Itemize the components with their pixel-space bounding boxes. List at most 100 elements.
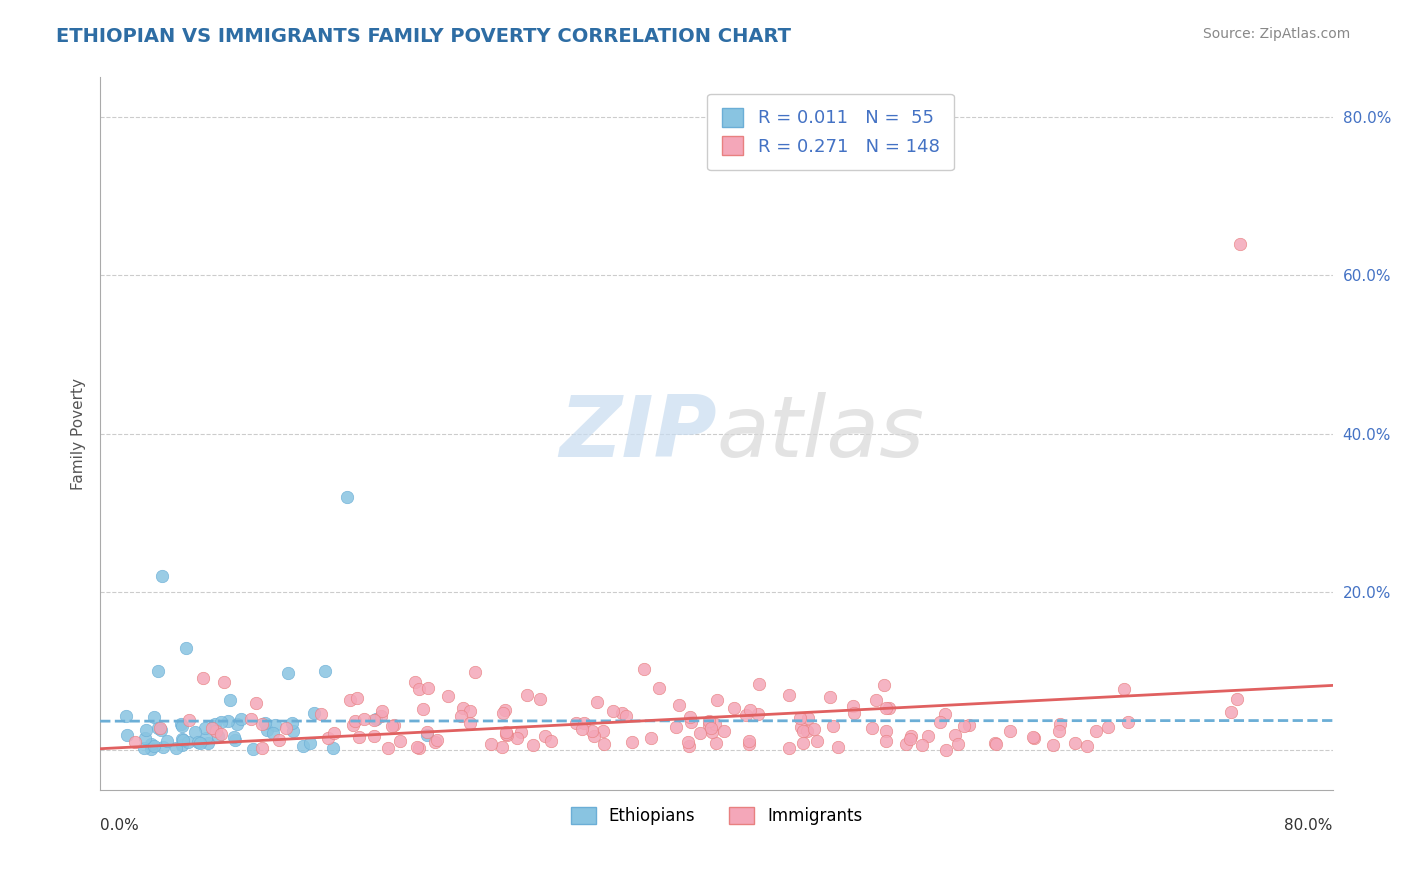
Point — [464, 665, 486, 679]
Point — [177, 734, 200, 748]
Point — [408, 741, 430, 756]
Point — [408, 681, 430, 696]
Point — [494, 703, 516, 717]
Point — [349, 731, 371, 745]
Point — [516, 688, 538, 702]
Point — [240, 712, 263, 726]
Point — [194, 731, 217, 745]
Point — [678, 734, 700, 748]
Point — [231, 712, 253, 726]
Text: Source: ZipAtlas.com: Source: ZipAtlas.com — [1202, 27, 1350, 41]
Point — [316, 731, 339, 745]
Point — [132, 740, 155, 755]
Point — [1229, 236, 1251, 251]
Point — [572, 715, 595, 730]
Point — [150, 569, 173, 583]
Point — [184, 725, 207, 739]
Point — [256, 723, 278, 737]
Text: 80.0%: 80.0% — [1285, 819, 1333, 833]
Point — [491, 739, 513, 754]
Point — [678, 739, 700, 753]
Point — [156, 733, 179, 747]
Point — [737, 737, 759, 751]
Point — [748, 677, 770, 691]
Point — [984, 736, 1007, 750]
Point — [1022, 730, 1045, 744]
Point — [665, 720, 688, 734]
Point — [363, 713, 385, 727]
Point — [281, 716, 304, 731]
Point — [388, 734, 411, 748]
Point — [873, 678, 896, 692]
Point — [702, 725, 724, 739]
Point — [842, 706, 865, 721]
Point — [172, 738, 194, 752]
Point — [304, 706, 326, 720]
Point — [792, 724, 814, 739]
Point — [382, 718, 405, 732]
Point — [934, 707, 956, 722]
Point — [209, 727, 232, 741]
Point — [201, 721, 224, 735]
Point — [492, 706, 515, 720]
Point — [735, 708, 758, 723]
Point — [865, 693, 887, 707]
Point — [224, 732, 246, 747]
Point — [292, 739, 315, 754]
Point — [252, 740, 274, 755]
Point — [217, 714, 239, 728]
Point — [703, 716, 725, 731]
Point — [647, 681, 669, 695]
Point — [898, 732, 921, 747]
Point — [148, 721, 170, 735]
Legend: R = 0.011   N =  55, R = 0.271   N = 148: R = 0.011 N = 55, R = 0.271 N = 148 — [707, 94, 953, 170]
Point — [314, 664, 336, 678]
Point — [204, 717, 226, 731]
Point — [353, 713, 375, 727]
Point — [170, 717, 193, 731]
Text: 0.0%: 0.0% — [100, 819, 139, 833]
Point — [896, 737, 918, 751]
Point — [1047, 724, 1070, 739]
Point — [860, 722, 883, 736]
Point — [406, 740, 429, 755]
Point — [205, 723, 228, 738]
Point — [592, 724, 614, 739]
Point — [336, 490, 359, 504]
Text: atlas: atlas — [717, 392, 925, 475]
Point — [1049, 717, 1071, 731]
Point — [115, 728, 138, 742]
Point — [371, 704, 394, 718]
Point — [425, 735, 447, 749]
Point — [254, 715, 277, 730]
Point — [191, 671, 214, 685]
Point — [174, 640, 197, 655]
Point — [149, 721, 172, 735]
Point — [322, 740, 344, 755]
Point — [529, 692, 551, 706]
Point — [135, 723, 157, 738]
Point — [614, 708, 637, 723]
Point — [202, 719, 225, 733]
Point — [778, 689, 800, 703]
Point — [679, 710, 702, 724]
Point — [823, 719, 845, 733]
Point — [437, 689, 460, 703]
Point — [879, 701, 901, 715]
Point — [803, 723, 825, 737]
Point — [209, 715, 232, 730]
Point — [1024, 731, 1046, 745]
Point — [640, 731, 662, 745]
Point — [633, 662, 655, 676]
Point — [953, 719, 976, 733]
Point — [343, 714, 366, 728]
Point — [377, 741, 399, 756]
Point — [681, 715, 703, 730]
Point — [738, 703, 761, 717]
Point — [262, 726, 284, 740]
Point — [602, 704, 624, 718]
Point — [458, 704, 481, 718]
Point — [222, 731, 245, 745]
Point — [212, 675, 235, 690]
Point — [299, 737, 322, 751]
